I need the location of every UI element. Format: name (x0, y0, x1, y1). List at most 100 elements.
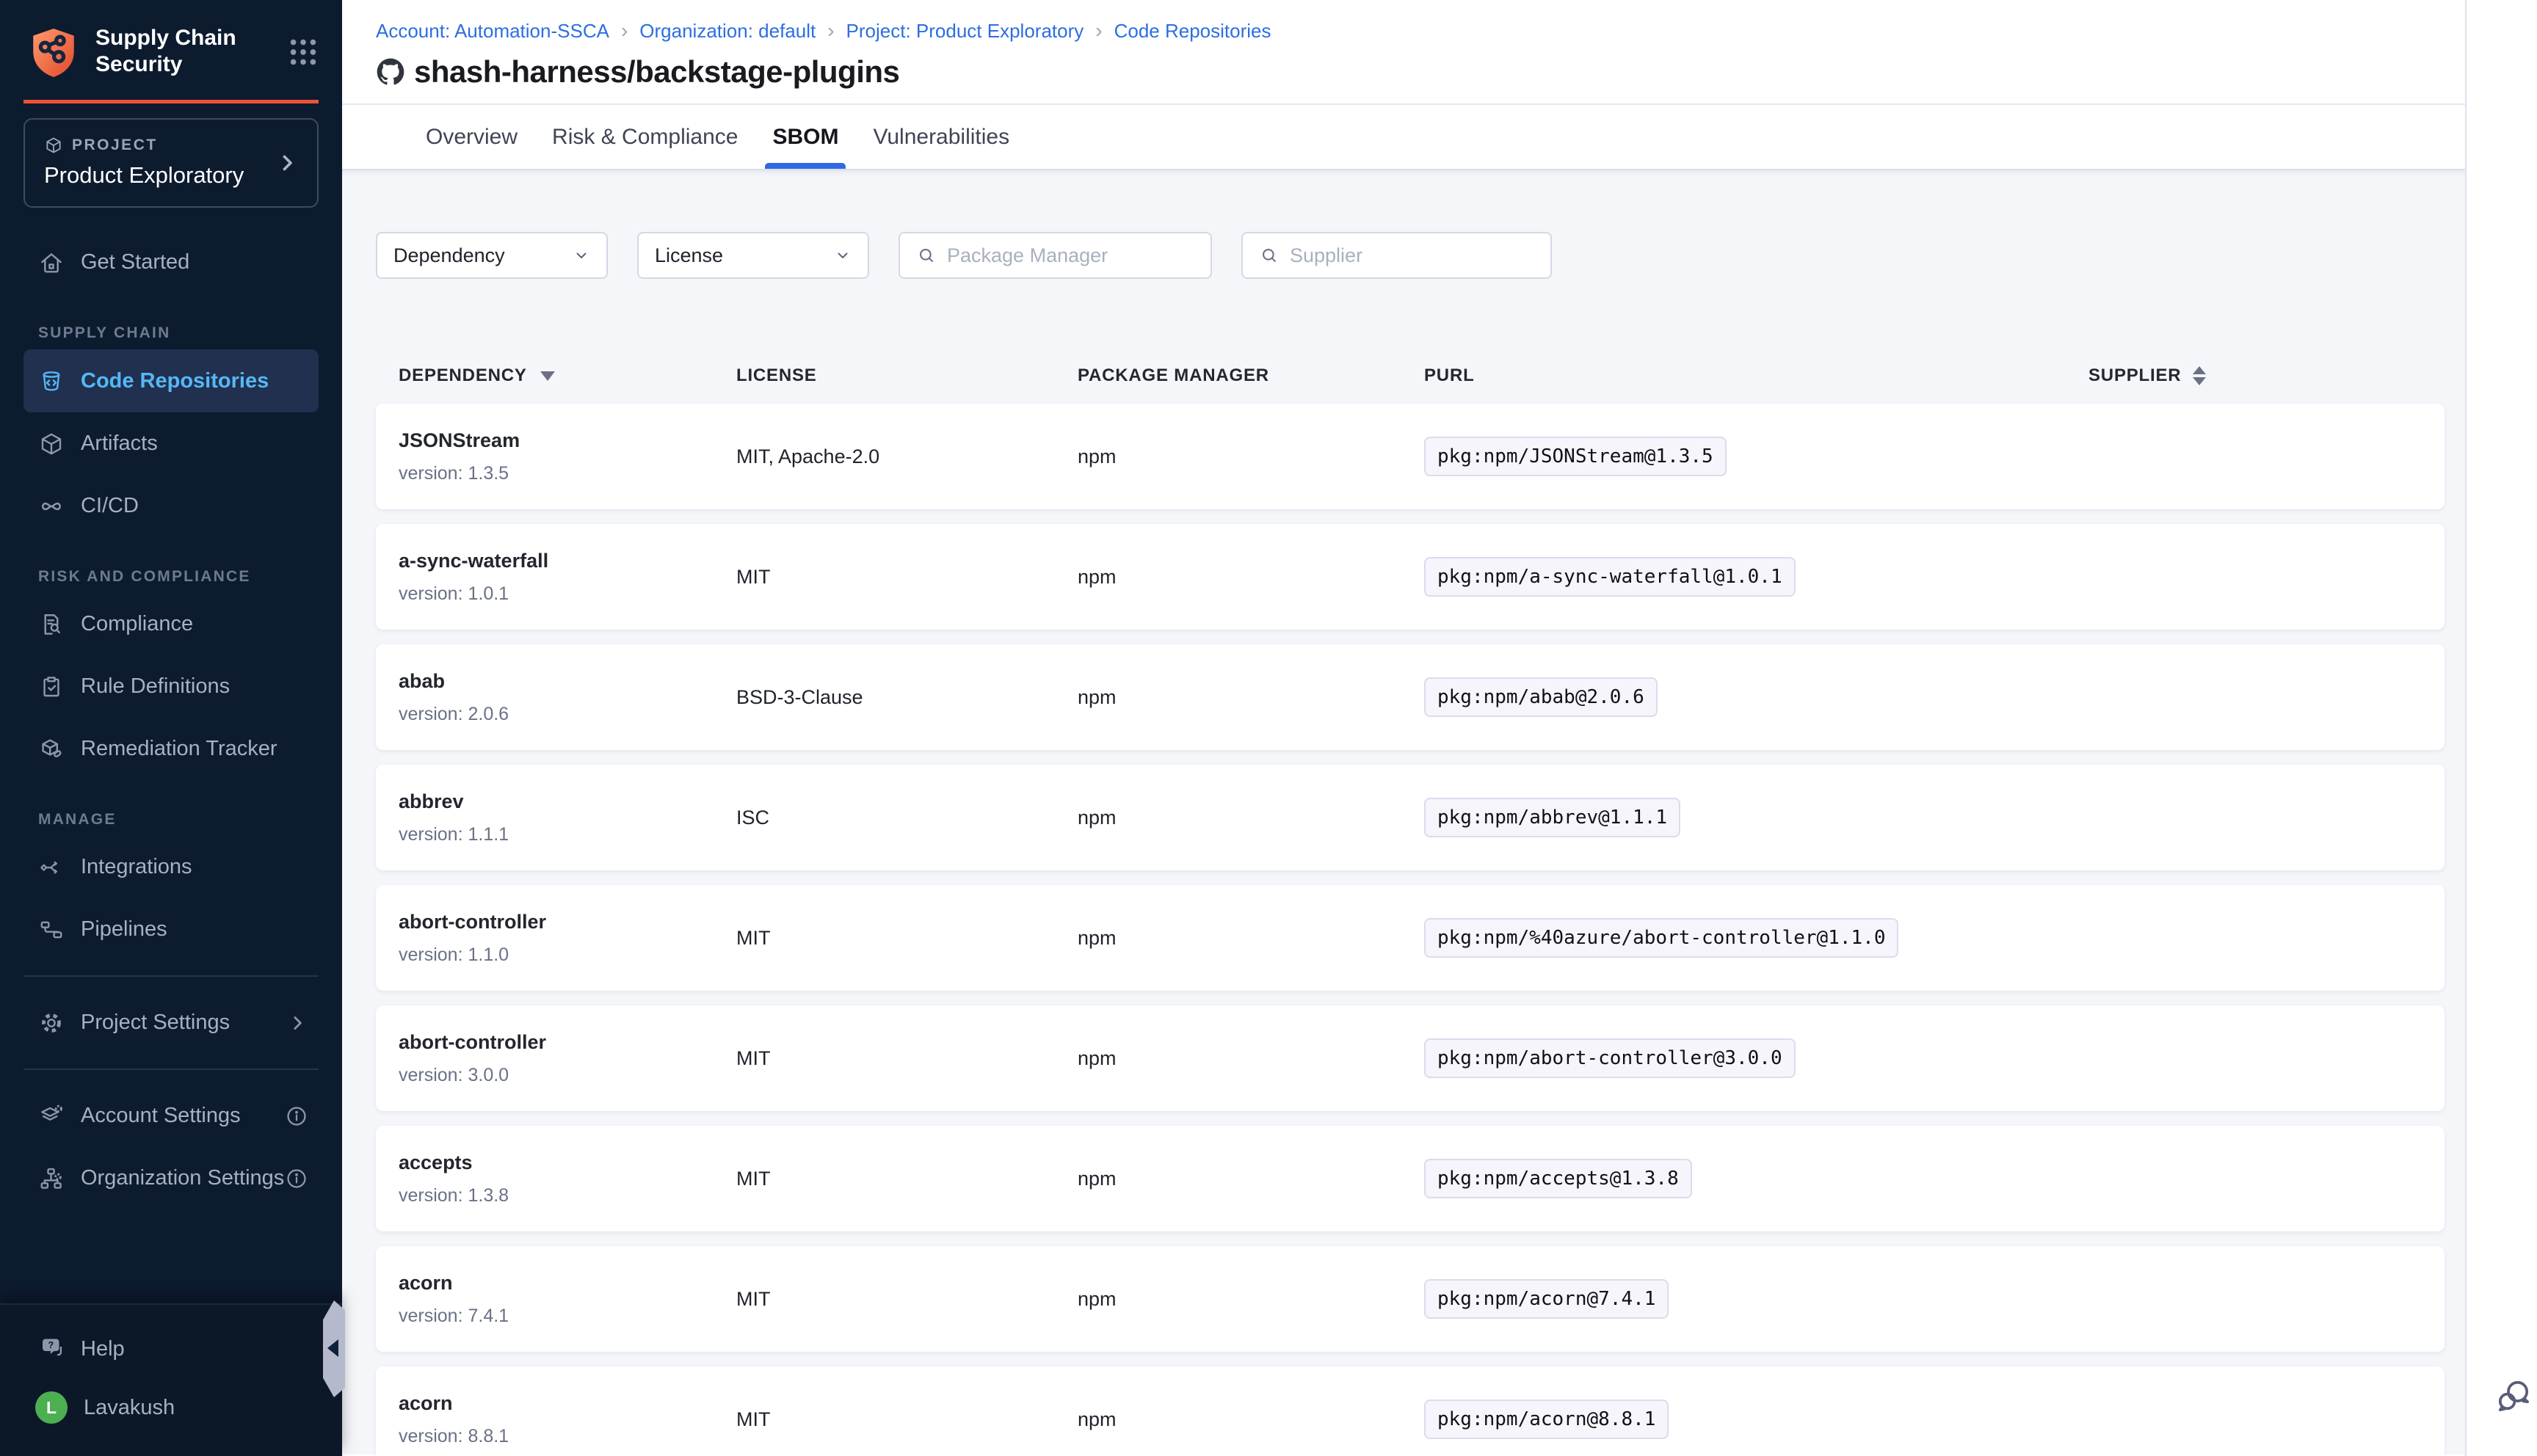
license-cell: MIT (736, 1167, 771, 1190)
package-manager-cell: npm (1078, 806, 1117, 829)
help-label: Help (81, 1336, 125, 1361)
user-avatar: L (35, 1391, 68, 1424)
sidebar-item-code-repositories[interactable]: Code Repositories (23, 349, 319, 412)
sidebar-item-label: Account Settings (81, 1104, 241, 1127)
license-filter-select[interactable]: License (637, 232, 869, 279)
dependency-name: abab (399, 669, 446, 692)
search-icon (916, 245, 937, 266)
column-header-purl[interactable]: PURL (1424, 365, 1475, 385)
dependency-name: acorn (399, 1271, 453, 1294)
dependency-name: abort-controller (399, 1030, 547, 1053)
purl-badge: pkg:npm/abab@2.0.6 (1424, 677, 1658, 717)
filter-bar: Dependency License (376, 232, 2465, 279)
main-content: Account: Automation-SSCA › Organization:… (342, 0, 2467, 1456)
user-menu[interactable]: L Lavakush (0, 1378, 342, 1437)
tab-overview[interactable]: Overview (426, 124, 518, 149)
package-manager-input[interactable] (947, 244, 1194, 267)
table-row[interactable]: abort-controller version: 3.0.0 MIT npm … (376, 1005, 2445, 1111)
sidebar-section-risk-and-compliance: RISK AND COMPLIANCE (38, 568, 251, 585)
column-header-supplier[interactable]: SUPPLIER (2088, 365, 2445, 386)
help-button[interactable]: ? Help (0, 1320, 342, 1378)
column-header-package-manager[interactable]: PACKAGE MANAGER (1078, 365, 1269, 385)
project-label: PROJECT (72, 136, 158, 153)
column-header-dependency[interactable]: DEPENDENCY (399, 365, 736, 386)
table-row[interactable]: acorn version: 8.8.1 MIT npm pkg:npm/aco… (376, 1366, 2445, 1456)
chevron-down-icon (834, 247, 852, 264)
breadcrumb-account-link[interactable]: Account: Automation-SSCA (376, 19, 609, 42)
package-manager-cell: npm (1078, 1046, 1117, 1069)
dependency-name: acorn (399, 1391, 453, 1414)
table-row[interactable]: abbrev version: 1.1.1 ISC npm pkg:npm/ab… (376, 765, 2445, 870)
tab-vulnerabilities[interactable]: Vulnerabilities (873, 124, 1010, 149)
table-header: DEPENDENCY LICENSE PACKAGE MANAGER PURL … (376, 365, 2445, 386)
sidebar-item-account-settings[interactable]: Account Settings (0, 1085, 342, 1147)
info-icon[interactable] (285, 1167, 308, 1190)
sidebar-item-pipelines[interactable]: Pipelines (0, 898, 342, 961)
tab-sbom[interactable]: SBOM (765, 105, 846, 169)
sbom-content: Dependency License (342, 170, 2465, 1456)
svg-text:?: ? (48, 1339, 54, 1350)
sidebar-item-label: Get Started (81, 250, 190, 274)
dependency-version: version: 1.1.1 (399, 823, 509, 845)
divider (23, 975, 319, 977)
sort-both-icon (2193, 366, 2207, 385)
sidebar-item-project-settings[interactable]: Project Settings (0, 991, 342, 1054)
sidebar-item-get-started[interactable]: Get Started (0, 231, 342, 294)
dependency-filter-select[interactable]: Dependency (376, 232, 608, 279)
app-grid-icon[interactable] (286, 35, 320, 69)
chevron-right-icon (275, 150, 300, 175)
package-manager-cell: npm (1078, 445, 1117, 467)
help-chat-icon: ? (38, 1336, 65, 1362)
sidebar-collapse-handle[interactable] (323, 1300, 345, 1397)
tab-risk-and-compliance[interactable]: Risk & Compliance (552, 124, 738, 149)
sidebar-item-cicd[interactable]: CI/CD (0, 475, 342, 537)
dependency-version: version: 1.0.1 (399, 583, 509, 604)
sidebar-header: Supply Chain Security (0, 0, 342, 81)
sidebar-item-organization-settings[interactable]: Organization Settings (0, 1147, 342, 1209)
sidebar-item-label: Remediation Tracker (81, 737, 277, 760)
home-icon (38, 250, 65, 276)
supplier-search (1241, 232, 1552, 279)
sidebar-item-integrations[interactable]: Integrations (0, 836, 342, 898)
sidebar-item-compliance[interactable]: Compliance (0, 593, 342, 655)
breadcrumb-separator-icon: › (620, 19, 628, 42)
dependency-name: JSONStream (399, 429, 520, 451)
package-manager-cell: npm (1078, 1167, 1117, 1190)
table-row[interactable]: JSONStream version: 1.3.5 MIT, Apache-2.… (376, 404, 2445, 509)
sidebar-item-label: CI/CD (81, 494, 139, 517)
table-row[interactable]: accepts version: 1.3.8 MIT npm pkg:npm/a… (376, 1126, 2445, 1231)
remediation-box-icon (38, 736, 65, 762)
breadcrumb-organization-link[interactable]: Organization: default (639, 19, 816, 42)
chat-support-icon[interactable] (2493, 1375, 2534, 1416)
sidebar-item-label: Integrations (81, 855, 192, 878)
table-row[interactable]: a-sync-waterfall version: 1.0.1 MIT npm … (376, 524, 2445, 630)
project-selector[interactable]: PROJECT Product Exploratory (23, 118, 319, 208)
sidebar-item-label: Rule Definitions (81, 674, 231, 698)
breadcrumb-separator-icon: › (1095, 19, 1103, 42)
table-row[interactable]: acorn version: 7.4.1 MIT npm pkg:npm/aco… (376, 1246, 2445, 1352)
sidebar-item-label: Artifacts (81, 432, 158, 455)
page-title: shash-harness/backstage-plugins (414, 54, 900, 89)
purl-badge: pkg:npm/abbrev@1.1.1 (1424, 798, 1681, 837)
sidebar: Supply Chain Security PROJECT Product Ex… (0, 0, 342, 1456)
breadcrumb-project-link[interactable]: Project: Product Exploratory (846, 19, 1084, 42)
info-icon[interactable] (285, 1104, 308, 1128)
sidebar-footer: ? Help L Lavakush (0, 1303, 342, 1456)
license-cell: MIT (736, 1046, 771, 1069)
table-row[interactable]: abab version: 2.0.6 BSD-3-Clause npm pkg… (376, 644, 2445, 750)
sidebar-item-rule-definitions[interactable]: Rule Definitions (0, 655, 342, 718)
sidebar-nav: Get Started SUPPLY CHAIN Code Repositori… (0, 231, 342, 1209)
sidebar-item-artifacts[interactable]: Artifacts (0, 412, 342, 475)
tab-bar: Overview Risk & Compliance SBOM Vulnerab… (342, 105, 2465, 170)
dependency-name: abbrev (399, 790, 464, 812)
divider (23, 1069, 319, 1070)
infinity-icon (38, 493, 65, 520)
purl-badge: pkg:npm/acorn@8.8.1 (1424, 1399, 1669, 1439)
package-manager-search (899, 232, 1212, 279)
supplier-input[interactable] (1290, 244, 1534, 267)
column-header-license[interactable]: LICENSE (736, 365, 817, 385)
table-row[interactable]: abort-controller version: 1.1.0 MIT npm … (376, 885, 2445, 991)
breadcrumb-code-repositories-link[interactable]: Code Repositories (1114, 19, 1271, 42)
sidebar-item-remediation-tracker[interactable]: Remediation Tracker (0, 718, 342, 780)
license-cell: MIT (736, 1287, 771, 1310)
